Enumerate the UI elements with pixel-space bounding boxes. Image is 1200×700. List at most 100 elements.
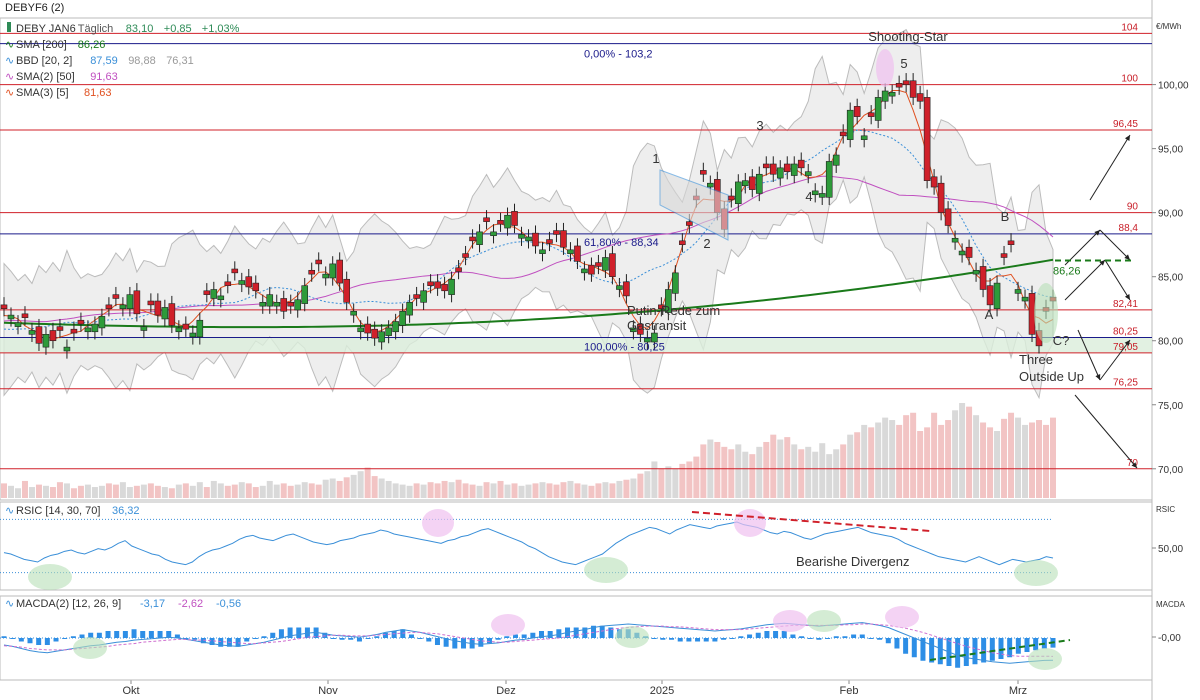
macd-histogram-bar: [183, 638, 189, 639]
volume-bar: [602, 482, 609, 498]
legend-label: DEBY JAN6: [16, 23, 76, 35]
macd-histogram-bar: [261, 636, 267, 638]
candle-body: [413, 294, 420, 299]
volume-bar: [637, 473, 644, 498]
candle-body: [1014, 289, 1022, 294]
candle-body: [700, 170, 707, 175]
volume-bar: [672, 468, 679, 498]
volume-bar: [441, 480, 448, 498]
candle-body: [14, 322, 22, 327]
macd-histogram-bar: [885, 638, 891, 644]
volume-bar: [819, 443, 826, 498]
candle-body: [1000, 253, 1008, 258]
macd-axis-label: MACDA: [1156, 600, 1185, 609]
macd-histogram-bar: [1015, 638, 1021, 654]
candle-body: [853, 106, 861, 117]
candle-body: [776, 167, 784, 179]
level-label: 90: [1127, 202, 1139, 213]
volume-bar: [105, 483, 112, 498]
legend-value: 81,63: [84, 87, 112, 99]
rsi-legend-icon: ∿: [5, 505, 14, 517]
macd-histogram-bar: [148, 631, 154, 638]
y-tick-label: 70,00: [1158, 465, 1183, 476]
candle-body: [385, 327, 392, 336]
macd-histogram-bar: [417, 638, 423, 639]
volume-bar: [217, 483, 224, 498]
candle-body: [644, 337, 651, 343]
candle-body: [420, 290, 427, 303]
legend-label: SMA [200]: [16, 39, 67, 51]
candle-body: [497, 220, 504, 225]
volume-bar: [532, 483, 539, 498]
macd-histogram-bar: [174, 634, 180, 638]
macd-histogram-bar: [235, 638, 241, 647]
scenario-arrow-head: [1124, 135, 1130, 141]
candle-body: [567, 249, 574, 254]
candle-body: [616, 285, 623, 290]
volume-bar: [812, 451, 819, 498]
macd-histogram-bar: [105, 631, 111, 638]
y-tick-label: 100,00: [1158, 81, 1189, 92]
volume-bar: [420, 484, 427, 498]
macd-histogram-bar: [686, 638, 692, 642]
macd-histogram-bar: [244, 638, 250, 642]
macd-histogram-bar: [712, 638, 718, 642]
volume-bar: [245, 483, 252, 498]
candle-body: [196, 319, 204, 338]
candle-body: [951, 237, 959, 243]
candle-body: [790, 163, 798, 176]
candle-body: [364, 323, 371, 334]
candle-body: [1007, 240, 1015, 245]
fib-label-mid: 61,80% - 88,34: [584, 237, 659, 249]
macd-histogram-bar: [322, 632, 328, 638]
legend-value: +1,03%: [202, 23, 240, 35]
legend-row-3: ∿ SMA(2) [50] 91,63: [5, 71, 118, 83]
macd-histogram-bar: [599, 625, 605, 638]
level-label: 80,25: [1113, 327, 1138, 338]
y-tick-label: 85,00: [1158, 273, 1183, 284]
macd-histogram-bar: [955, 638, 961, 668]
rsi-panel-frame: [0, 501, 1153, 591]
volume-bar: [406, 485, 413, 498]
macd-histogram-bar: [391, 631, 397, 638]
rsi-legend-label: RSIC [14, 30, 70]: [16, 505, 100, 517]
candle-body: [371, 328, 378, 339]
candle-body: [91, 323, 99, 333]
scenario-arrow-head: [1124, 340, 1130, 346]
candle-body: [133, 290, 141, 315]
wave-label: A: [985, 307, 994, 322]
volume-bar: [42, 485, 49, 498]
volume-bar: [56, 482, 63, 498]
candle-body: [525, 236, 532, 242]
candle-body: [860, 135, 868, 140]
macd-histogram-bar: [556, 629, 562, 638]
volume-bar: [119, 482, 126, 498]
volume-bar: [385, 480, 392, 498]
macd-histogram-bar: [131, 629, 137, 638]
legend-value: 76,31: [166, 55, 194, 67]
volume-bar: [567, 480, 574, 498]
candle-body: [539, 249, 546, 254]
macd-histogram-bar: [790, 634, 796, 638]
candle-body: [874, 97, 882, 121]
volume-bar: [112, 484, 119, 498]
candle-body: [280, 298, 288, 312]
bearish-divergence-label: Bearishe Divergenz: [796, 554, 909, 569]
volume-bar: [504, 484, 511, 498]
volume-bar: [294, 484, 301, 498]
volume-bar: [210, 480, 217, 498]
macd-legend: ∿ MACDA(2) [12, 26, 9] -3,17 -2,62 -0,56: [5, 598, 241, 610]
candle-body: [707, 182, 714, 188]
candle-body: [392, 321, 399, 333]
x-tick-label: Okt: [122, 685, 139, 697]
scenario-arrow: [1074, 394, 1138, 469]
level-label: 100: [1121, 74, 1138, 85]
candle-body: [238, 280, 246, 285]
macd-histogram-bar: [287, 627, 293, 638]
candle-body: [651, 332, 658, 343]
volume-bar: [469, 484, 476, 498]
volume-bar: [980, 422, 987, 498]
macd-histogram-bar: [842, 636, 848, 638]
candle-body: [825, 161, 833, 198]
